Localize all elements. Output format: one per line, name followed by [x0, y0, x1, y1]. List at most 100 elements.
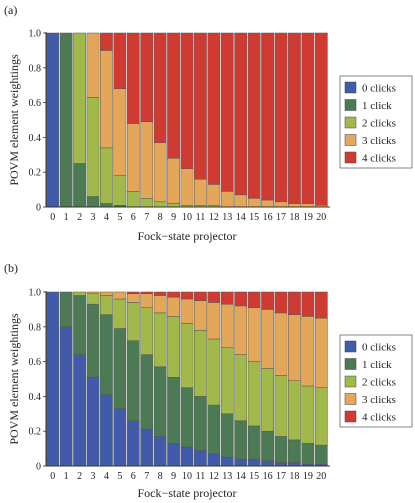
bar-segment-20-4: [314, 32, 328, 206]
bar-segment-6-4: [126, 32, 140, 124]
y-tick-label: 1.0: [29, 29, 42, 40]
bar-segment-9-4: [167, 291, 180, 298]
x-tick-label: 8: [158, 212, 163, 223]
bar-segment-3-0: [86, 377, 100, 467]
bar-segment-5-3: [113, 291, 127, 300]
legend-entry: 1 click: [362, 359, 392, 371]
bar-segment-18-0: [288, 462, 301, 467]
bar-segment-18-1: [288, 439, 301, 463]
legend-entry: 1 click: [362, 100, 392, 112]
x-tick-label: 5: [117, 212, 122, 223]
legend-swatch: [344, 151, 357, 164]
bar-segment-19-3: [301, 203, 315, 208]
bar-segment-0-0: [46, 32, 60, 208]
bar-segment-4-2: [100, 295, 113, 315]
y-tick-label: 0.2: [29, 168, 42, 179]
bar-segment-11-3: [194, 178, 207, 206]
legend-entry: 0 clicks: [362, 342, 396, 354]
x-tick-label: 5: [117, 471, 122, 482]
x-tick-label: 3: [91, 212, 96, 223]
bar-segment-10-4: [180, 32, 194, 169]
bar-segment-15-4: [247, 32, 261, 199]
x-axis-label: Fock−state projector: [137, 229, 236, 243]
bar-segment-8-3: [153, 295, 167, 314]
bar-segment-16-3: [261, 199, 274, 208]
x-tick-label: 2: [77, 212, 82, 223]
bar-segment-19-2: [301, 385, 315, 444]
bar-segment-14-3: [234, 305, 248, 355]
bar-segment-16-4: [261, 291, 274, 310]
bar-segment-13-4: [220, 291, 234, 305]
bar-segment-16-4: [261, 32, 274, 201]
bar-segment-17-1: [274, 436, 288, 463]
bar-segment-0-0: [46, 291, 60, 467]
y-axis-label: POVM element weightings: [7, 313, 21, 445]
bar-segment-8-4: [153, 291, 167, 296]
y-axis-label: POVM element weightings: [7, 54, 21, 186]
bar-segment-17-3: [274, 312, 288, 376]
bar-segment-20-2: [314, 387, 328, 446]
x-tick-label: 18: [289, 471, 299, 482]
y-tick-label: 0.6: [29, 98, 42, 109]
bar-segment-7-1: [140, 354, 154, 430]
bar-segment-17-2: [274, 375, 288, 437]
bar-segment-20-1: [314, 444, 328, 465]
bar-segment-9-3: [167, 296, 180, 317]
bar-segment-13-2: [220, 347, 234, 415]
bar-segment-17-0: [274, 462, 288, 467]
bar-segment-9-3: [167, 158, 180, 204]
bar-segment-12-3: [207, 302, 221, 340]
y-tick-label: 0.8: [29, 322, 42, 333]
legend-entry: 2 clicks: [362, 377, 396, 389]
bar-segment-19-1: [301, 443, 315, 465]
bar-segment-6-0: [126, 420, 140, 467]
bar-segment-8-2: [153, 312, 167, 368]
bar-segment-18-2: [288, 380, 301, 441]
legend-entry: 0 clicks: [362, 83, 396, 95]
x-tick-label: 15: [249, 212, 259, 223]
bar-segment-16-2: [261, 368, 274, 432]
bar-segment-14-4: [234, 291, 248, 307]
x-tick-label: 0: [50, 471, 55, 482]
bar-segment-8-2: [153, 201, 167, 208]
bar-segment-6-3: [126, 293, 140, 303]
bar-segment-15-2: [247, 361, 261, 427]
bar-segment-2-2: [73, 291, 86, 296]
bar-segment-14-2: [234, 354, 248, 422]
x-tick-label: 7: [144, 471, 149, 482]
bar-segment-19-3: [301, 316, 315, 387]
bar-segment-5-4: [113, 32, 127, 89]
y-tick-label: 0.6: [29, 357, 42, 368]
bar-segment-12-0: [207, 453, 221, 467]
bar-segment-19-4: [301, 291, 315, 317]
legend-entry: 3 clicks: [362, 394, 396, 406]
bar-segment-15-1: [247, 425, 261, 460]
bar-segment-13-3: [220, 191, 234, 208]
x-tick-label: 11: [196, 471, 206, 482]
bar-segment-10-0: [180, 446, 194, 467]
x-tick-label: 0: [50, 212, 55, 223]
x-tick-label: 10: [182, 471, 192, 482]
x-tick-label: 20: [316, 212, 326, 223]
x-tick-label: 12: [209, 212, 219, 223]
x-tick-label: 3: [91, 471, 96, 482]
bar-segment-4-1: [100, 203, 113, 208]
bar-segment-7-0: [140, 429, 154, 467]
bar-segment-15-3: [247, 307, 261, 362]
bar-segment-15-0: [247, 458, 261, 467]
legend-swatch: [344, 134, 357, 146]
x-tick-label: 1: [64, 471, 69, 482]
bar-segment-8-4: [153, 32, 167, 143]
legend-swatch: [344, 116, 357, 129]
y-tick-label: 0.8: [29, 63, 42, 74]
bar-segment-9-4: [167, 32, 180, 159]
bar-segment-7-3: [140, 121, 154, 199]
bar-segment-18-4: [288, 291, 301, 315]
bar-segment-14-1: [234, 420, 248, 460]
bar-segment-4-1: [100, 314, 113, 395]
bar-segment-3-1: [86, 196, 100, 208]
bar-segment-13-3: [220, 303, 234, 348]
bar-segment-6-3: [126, 123, 140, 192]
legend-entry: 3 clicks: [362, 135, 396, 147]
bar-segment-11-2: [194, 330, 207, 397]
